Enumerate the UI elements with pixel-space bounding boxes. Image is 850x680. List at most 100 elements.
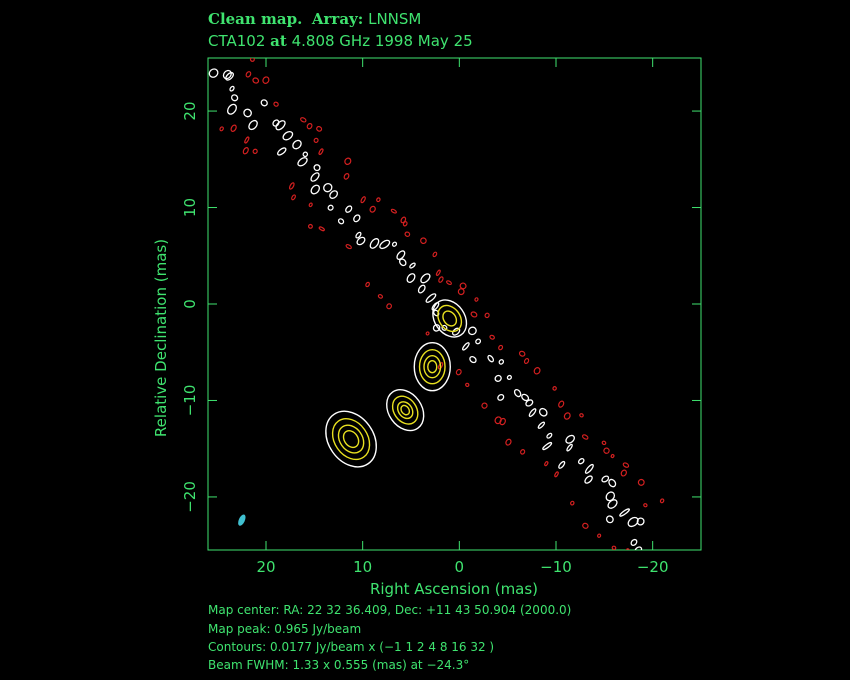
positive-contour	[619, 508, 630, 517]
positive-contour	[229, 85, 235, 92]
positive-contour	[605, 491, 616, 502]
positive-contour	[584, 463, 594, 474]
negative-contour	[533, 367, 541, 375]
negative-contour	[245, 71, 252, 78]
positive-contour	[222, 69, 232, 80]
negative-contour	[262, 76, 270, 84]
negative-contour	[402, 221, 408, 227]
negative-contour	[625, 548, 630, 550]
negative-contour	[273, 101, 279, 107]
negative-contour	[193, 95, 200, 102]
plot-frame	[207, 57, 702, 551]
negative-contour	[610, 453, 615, 459]
positive-contour	[302, 151, 309, 158]
negative-contour	[386, 303, 392, 310]
component-contour	[427, 360, 438, 374]
positive-contour	[313, 164, 321, 172]
positive-contour	[566, 443, 573, 452]
negative-contour	[219, 126, 224, 132]
negative-contour	[316, 125, 323, 132]
positive-contour	[601, 475, 610, 483]
negative-contour	[455, 368, 462, 376]
positive-contour	[537, 421, 546, 429]
negative-contour	[518, 350, 526, 357]
component-contour	[437, 304, 463, 333]
positive-contour	[521, 393, 530, 402]
negative-contour	[300, 117, 307, 123]
negative-contour	[249, 58, 255, 62]
negative-contour	[308, 202, 313, 208]
x-axis-label: Right Ascension (mas)	[370, 580, 538, 598]
negative-contour	[425, 331, 430, 336]
negative-contour	[307, 223, 313, 229]
negative-contour	[465, 382, 470, 388]
component-contour	[391, 395, 419, 425]
x-tick-label: 0	[455, 558, 465, 576]
negative-contour	[343, 173, 350, 180]
positive-contour	[584, 475, 593, 484]
negative-contour	[603, 447, 610, 454]
negative-contour	[621, 562, 628, 569]
positive-contour	[310, 172, 320, 182]
negative-contour	[404, 231, 411, 237]
negative-contour	[420, 237, 427, 245]
negative-contour	[499, 417, 506, 426]
component-contour	[400, 404, 411, 416]
y-tick-label: 20	[181, 102, 199, 121]
positive-contour	[275, 120, 286, 131]
negative-contour	[558, 400, 565, 408]
y-tick-label: 0	[181, 299, 199, 309]
positive-contour	[406, 273, 416, 283]
negative-contour	[457, 288, 465, 296]
component-contour	[386, 389, 425, 432]
negative-contour	[376, 197, 381, 203]
contours-caption: Contours: 0.0177 Jy/beam x (−1 1 2 4 8 1…	[208, 640, 495, 654]
negative-contour	[494, 416, 502, 425]
positive-contour	[538, 407, 548, 417]
component-contour	[337, 424, 365, 454]
positive-contour	[525, 399, 534, 407]
positive-contour	[506, 374, 512, 381]
positive-contour	[208, 68, 219, 78]
positive-contour	[310, 184, 320, 195]
negative-contour	[554, 471, 559, 478]
positive-contour	[636, 517, 645, 526]
negative-contour	[344, 157, 352, 165]
negative-contour	[622, 462, 630, 468]
negative-contour	[446, 280, 452, 286]
y-axis-label: Relative Declination (mas)	[152, 239, 170, 437]
positive-contour	[323, 182, 333, 193]
negative-contour	[369, 205, 376, 213]
component-contour	[442, 310, 458, 327]
component-contour	[432, 299, 468, 338]
positive-contour	[425, 293, 437, 303]
positive-contour	[467, 326, 477, 336]
positive-contour	[243, 108, 252, 118]
component-contour	[423, 355, 442, 379]
positive-contour	[634, 546, 643, 550]
positive-contour	[337, 218, 345, 225]
positive-contour	[248, 119, 258, 131]
positive-contour	[292, 139, 302, 150]
positive-contour	[607, 499, 618, 509]
positive-contour	[260, 99, 268, 107]
negative-contour	[435, 269, 441, 276]
negative-contour	[552, 386, 557, 391]
positive-contour	[230, 94, 239, 102]
negative-contour	[229, 48, 235, 54]
positive-contour	[630, 538, 638, 546]
negative-contour	[505, 438, 512, 446]
negative-contour	[244, 136, 250, 144]
negative-contour	[400, 216, 407, 224]
negative-contour	[489, 334, 495, 340]
array-prefix: Array:	[311, 10, 364, 28]
positive-contour	[277, 147, 287, 156]
positive-contour	[627, 516, 639, 528]
y-tick-label: −20	[181, 481, 199, 513]
positive-contour	[369, 238, 380, 249]
source-name: CTA102	[208, 32, 266, 50]
negative-contour	[544, 461, 549, 467]
negative-contour	[318, 226, 325, 232]
negative-contour	[432, 251, 438, 258]
